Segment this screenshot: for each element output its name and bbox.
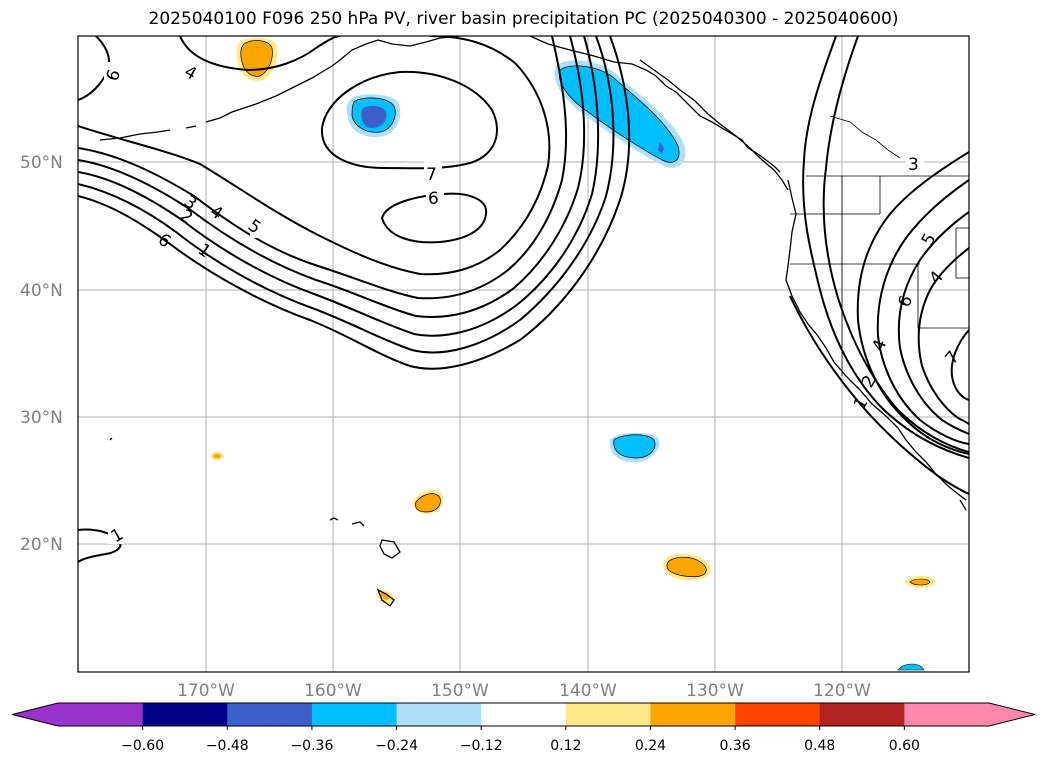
colorbar-tick-label: 0.12 — [550, 738, 581, 754]
political-borders — [790, 115, 969, 376]
colorbar-segment — [227, 703, 313, 726]
contour-pv-3 — [78, 36, 600, 337]
colorbar-segment — [904, 703, 990, 726]
colorbar-tick-label: −0.36 — [290, 738, 333, 754]
contour-pv-east-4 — [876, 179, 969, 445]
coastline-aleutians — [99, 59, 341, 141]
contour-pv-east-3 — [856, 151, 969, 455]
contour-pv-7-ring — [320, 70, 498, 170]
colorbar-tick-label: 0.36 — [720, 738, 751, 754]
plot-title: 2025040100 F096 250 hPa PV, river basin … — [148, 9, 899, 29]
contour-pv-east-lower — [789, 295, 969, 495]
contour-pv-1 — [78, 36, 631, 370]
coastline-baja-east — [959, 499, 967, 511]
lat-axis-labels: 50°N 40°N 30°N 20°N — [20, 153, 63, 555]
pv-contours — [78, 36, 969, 563]
lon-label-140w: 140°W — [559, 681, 617, 701]
colorbar-segment — [58, 703, 144, 726]
coastline-bc — [639, 59, 789, 191]
colorbar-segment — [311, 703, 398, 726]
colorbar-tick-label: 0.48 — [804, 738, 835, 754]
contour-pv-6-inner — [380, 192, 488, 244]
map-panel: 6 4 7 6 5 4 3 2 1 6 3 5 4 6 4 2 1 7 1 — [78, 36, 969, 672]
contour-pv-east-6 — [917, 247, 969, 425]
coastlines — [99, 36, 967, 607]
precip-blob-blue-bottom — [897, 663, 925, 671]
colorbar-segment — [396, 703, 482, 726]
contour-pv-top-4 — [179, 36, 341, 72]
lat-label-30: 30°N — [20, 408, 63, 428]
contour-pv-6 — [78, 36, 551, 276]
graticule — [78, 36, 969, 672]
border-states — [790, 115, 969, 376]
lon-label-170w: 170°W — [177, 681, 235, 701]
colorbar-tick-label: 0.24 — [635, 738, 666, 754]
contour-pv-east-1 — [802, 36, 969, 459]
lon-label-150w: 150°W — [431, 681, 489, 701]
lon-label-160w: 160°W — [304, 681, 362, 701]
contour-pv-2 — [78, 36, 615, 354]
contour-label: 6 — [428, 189, 439, 209]
map-frame — [77, 35, 970, 673]
colorbar-tick-label: −0.60 — [121, 738, 164, 754]
coastline-westcoast — [785, 179, 967, 501]
colorbar-tick-label: 0.60 — [889, 738, 920, 754]
contour-pv-5 — [78, 36, 568, 300]
colorbar-segment — [481, 703, 567, 726]
contour-label: 7 — [426, 165, 437, 185]
colorbar-segment — [819, 703, 905, 726]
lat-label-50: 50°N — [20, 153, 63, 173]
lon-label-120w: 120°W — [813, 681, 871, 701]
contour-pv-east-7 — [950, 329, 969, 401]
contour-pv-east-2 — [822, 36, 969, 453]
colorbar-extend-high — [989, 703, 1035, 726]
lon-axis-labels: 170°W 160°W 150°W 140°W 130°W 120°W — [177, 681, 871, 701]
lon-label-130w: 130°W — [686, 681, 744, 701]
lat-label-20: 20°N — [20, 535, 63, 555]
contour-label: 3 — [908, 155, 919, 175]
colorbar-segment — [565, 703, 651, 726]
contour-pv-sw — [78, 528, 122, 563]
colorbar-outline — [11, 702, 1036, 727]
colorbar-segment — [735, 703, 821, 726]
colorbar-segment — [142, 703, 228, 726]
coastline-aleutian-islands — [109, 437, 401, 607]
colorbar-extend-low — [12, 703, 58, 726]
lat-label-40: 40°N — [20, 281, 63, 301]
contour-pv-4 — [78, 36, 586, 318]
contour-pv-east-5 — [897, 211, 969, 435]
precip-shading — [210, 37, 936, 671]
colorbar-tick-label: −0.24 — [375, 738, 418, 754]
colorbar-tick-label: −0.48 — [206, 738, 249, 754]
colorbar-tick-label: −0.12 — [460, 738, 503, 754]
colorbar-segment — [650, 703, 736, 726]
colorbar: −0.60 −0.48 −0.36 −0.24 −0.12 0.12 0.24 0.36 0.4… — [11, 702, 1036, 754]
